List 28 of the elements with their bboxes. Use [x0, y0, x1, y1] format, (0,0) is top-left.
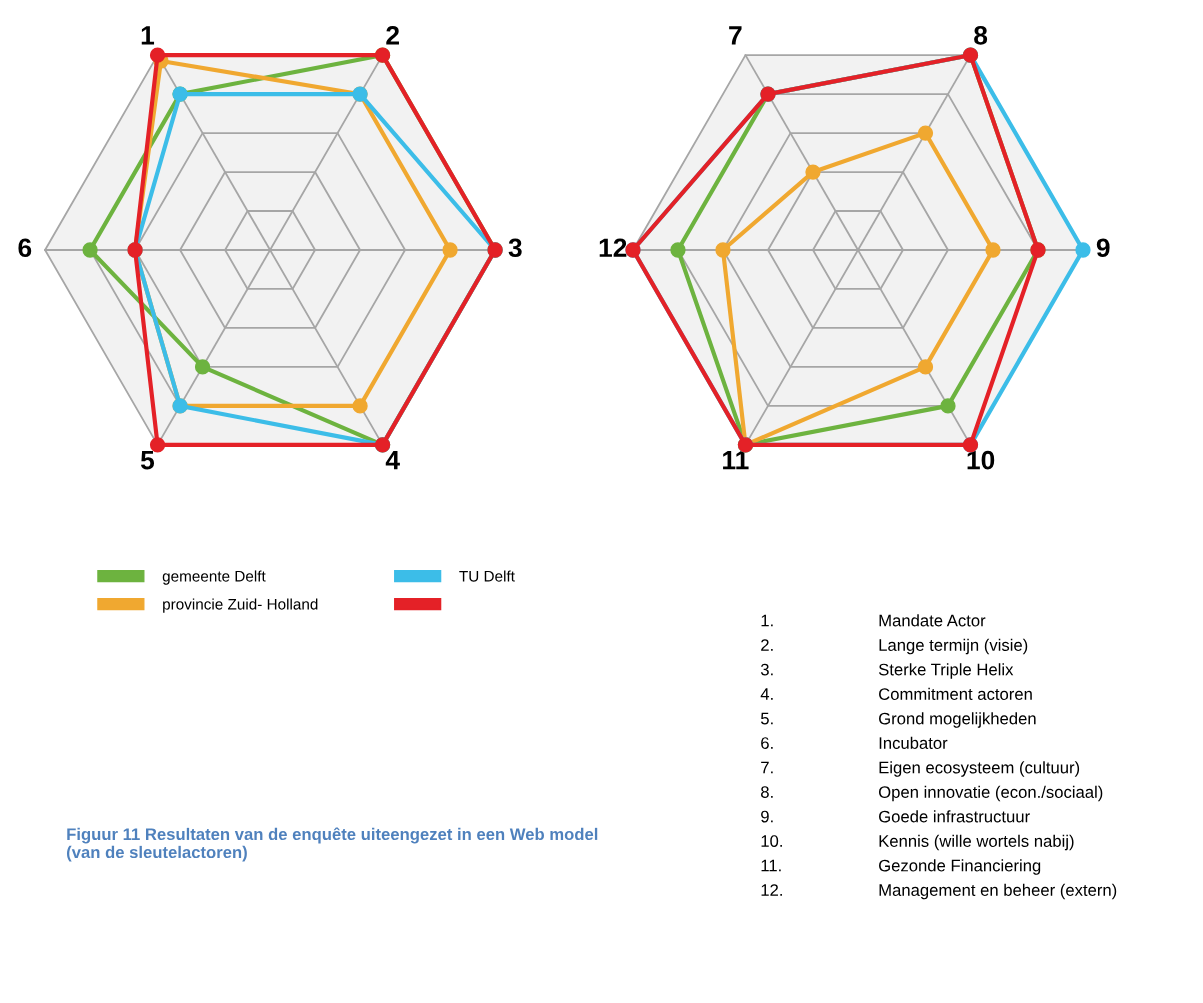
text: 12. Management en beheer (extern)	[761, 883, 1117, 900]
spoke-label: 4	[385, 451, 400, 470]
text: 5. Grond mogelijkheden	[760, 712, 1036, 728]
legend-label: gemeente Delft	[162, 570, 266, 585]
spoke-label: 7	[729, 26, 742, 45]
legend-label: TU Delft	[459, 570, 515, 582]
text: 7. Eigen ecosysteem (cultuur)	[761, 761, 1080, 777]
text: 4. Commitment actoren	[760, 687, 1032, 700]
text: 9. Goede infrastructuur	[761, 810, 1030, 823]
legend-label: provincie Zuid- Holland	[163, 598, 318, 613]
spoke-label: 2	[386, 26, 399, 45]
text: 8. Open innovatie (econ./sociaal)	[761, 785, 1103, 802]
spoke-label: 12	[599, 238, 627, 257]
spoke-label: 6	[18, 238, 32, 258]
text: Figuur 11 Resultaten van de enquête uiteengezet in een Web model (van de sleutelactoren)	[67, 827, 598, 862]
text: 11. Gezonde Financiering	[761, 859, 1041, 875]
text: 10. Kennis (wille wortels nabij)	[761, 834, 1074, 851]
spoke-label: 3	[508, 238, 522, 258]
text: 6. Incubator	[761, 736, 948, 749]
spoke-label: 8	[974, 26, 988, 45]
text: 1. Mandate Actor	[761, 614, 986, 627]
text: 3. Sterke Triple Helix	[760, 663, 1014, 679]
spoke-label: 1	[141, 26, 155, 45]
spoke-label: 5	[140, 451, 155, 470]
spoke-label: 10	[967, 450, 995, 470]
spoke-label: 11	[723, 451, 749, 470]
text: 2. Lange termijn (visie)	[761, 638, 1028, 655]
spoke-label: 9	[1096, 238, 1110, 258]
